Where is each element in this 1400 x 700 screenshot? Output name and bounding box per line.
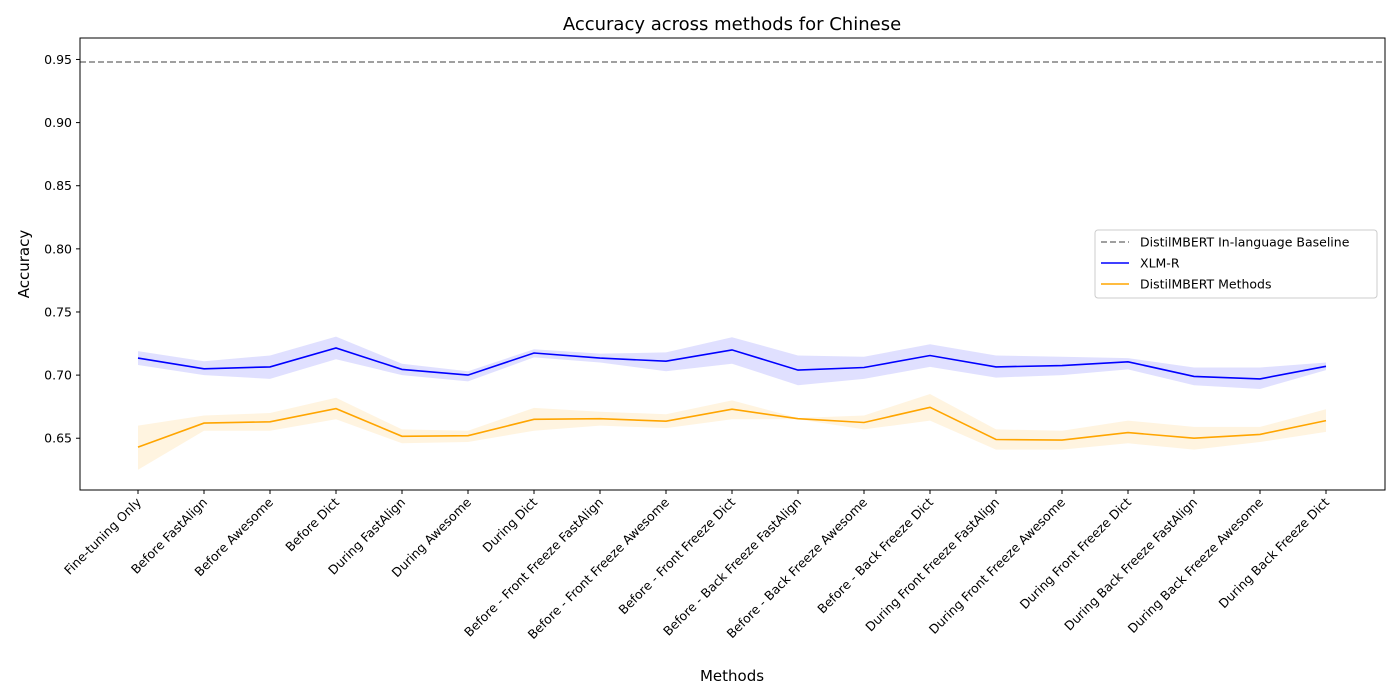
- legend-entry-label: DistilMBERT In-language Baseline: [1140, 235, 1350, 250]
- y-tick-label: 0.85: [44, 178, 72, 193]
- y-tick-label: 0.80: [44, 241, 72, 256]
- legend: DistilMBERT In-language Baseline XLM-R Dis…: [1094, 229, 1378, 299]
- y-tick-label: 0.70: [44, 368, 72, 383]
- y-tick-label: 0.75: [44, 304, 72, 319]
- y-axis: 0.65 0.70 0.75 0.80 0.85 0.90 0.95: [44, 52, 80, 446]
- x-axis-label: Methods: [700, 667, 764, 685]
- y-tick-label: 0.90: [44, 115, 72, 130]
- y-axis-label: Accuracy: [15, 230, 33, 299]
- chart-title: Accuracy across methods for Chinese: [563, 14, 901, 35]
- xlm-r-line: [137, 347, 1327, 380]
- legend-box: [1094, 229, 1378, 299]
- plot-area: [80, 61, 1385, 470]
- y-tick-label: 0.65: [44, 431, 72, 446]
- legend-entry-label: XLM-R: [1140, 256, 1180, 271]
- y-tick-label: 0.95: [44, 52, 72, 67]
- legend-entry-label: DistilMBERT Methods: [1140, 277, 1272, 292]
- xlm-r-confidence-band: [138, 336, 1326, 389]
